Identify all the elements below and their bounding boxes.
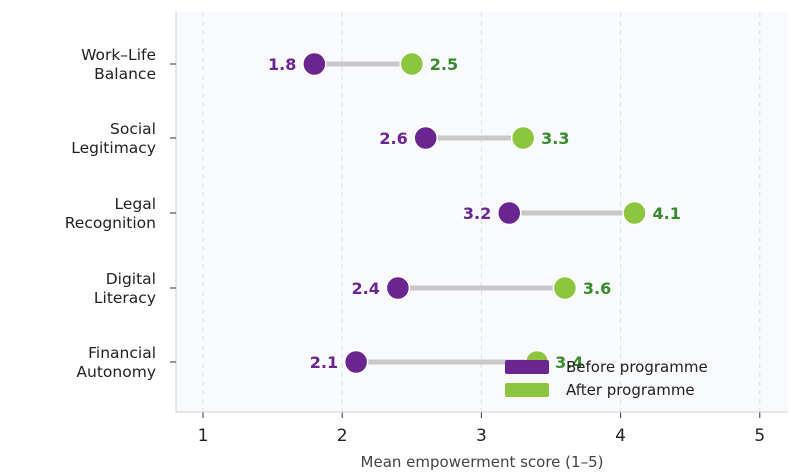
category-label: Autonomy [76, 363, 156, 381]
after-value-label: 3.6 [583, 279, 611, 298]
category-label: Financial [88, 344, 156, 362]
before-point [496, 200, 522, 226]
x-tick-label: 3 [476, 426, 487, 446]
legend: Before programme After programme [505, 358, 708, 399]
plot-area [176, 12, 788, 412]
data-marks [302, 51, 647, 375]
x-tick-label: 1 [198, 426, 209, 446]
category-label: Recognition [65, 214, 156, 232]
after-value-label: 4.1 [653, 204, 681, 223]
before-value-label: 3.2 [463, 204, 491, 223]
x-axis-label: Mean empowerment score (1–5) [361, 453, 604, 471]
before-point [343, 349, 369, 375]
after-value-label: 3.4 [555, 353, 583, 372]
before-point [385, 275, 411, 301]
after-value-label: 2.5 [430, 55, 458, 74]
category-label: Work–Life [81, 46, 156, 64]
before-value-label: 2.6 [379, 129, 407, 148]
axes [170, 12, 788, 418]
x-tick-label: 5 [754, 426, 765, 446]
x-tick-label: 2 [337, 426, 348, 446]
after-value-label: 3.3 [541, 129, 569, 148]
before-value-label: 2.1 [310, 353, 338, 372]
before-value-label: 2.4 [352, 279, 380, 298]
category-label: Legitimacy [71, 139, 156, 157]
category-label: Social [110, 120, 156, 138]
legend-swatch [505, 360, 549, 374]
category-label: Literacy [94, 289, 156, 307]
category-label: Legal [114, 195, 156, 213]
category-label: Digital [106, 270, 156, 288]
after-point [399, 51, 425, 77]
before-point [413, 125, 438, 151]
x-tick-label: 4 [615, 426, 626, 446]
value-labels: 1.8 2.5 2.6 3.3 3.2 4.1 2.4 3.6 2.1 3.4 [268, 55, 681, 372]
x-tick-labels: 1 2 3 4 5 [198, 426, 766, 446]
legend-label: Before programme [566, 358, 708, 376]
after-point [552, 275, 578, 301]
before-point [302, 51, 327, 77]
before-value-label: 1.8 [268, 55, 296, 74]
category-label: Balance [94, 65, 156, 83]
legend-swatch [505, 383, 549, 397]
legend-label: After programme [566, 381, 695, 399]
after-point [622, 200, 647, 226]
after-point [510, 125, 536, 151]
